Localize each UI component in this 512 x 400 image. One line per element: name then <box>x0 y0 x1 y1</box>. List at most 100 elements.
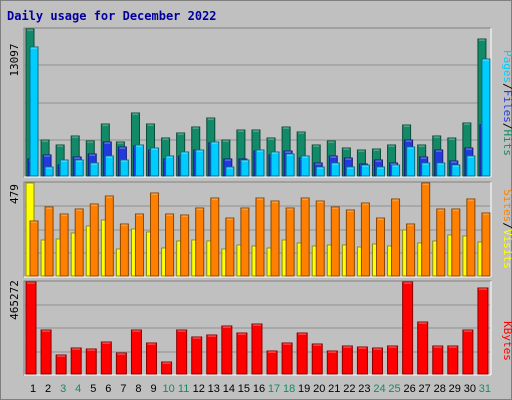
kbytes-bar <box>266 350 278 375</box>
day-label: 6 <box>105 383 111 395</box>
sites-bar <box>360 202 370 277</box>
pages-bar <box>225 166 235 177</box>
day-label: 27 <box>419 383 431 395</box>
legend-hits: Hits <box>501 130 512 157</box>
pages-bar <box>119 159 129 177</box>
pages-bar <box>74 159 84 177</box>
pages-bar <box>481 58 491 177</box>
day-label: 19 <box>298 383 310 395</box>
pages-bar <box>375 166 385 177</box>
kbytes-bar <box>477 287 489 375</box>
sites-bar <box>74 208 84 277</box>
pages-bar <box>44 166 54 177</box>
kbytes-bar <box>387 345 399 375</box>
sites-bar <box>180 214 190 277</box>
pages-bar <box>89 162 99 177</box>
sites-bar <box>315 200 325 277</box>
day-label: 25 <box>388 383 400 395</box>
pages-bar <box>300 155 310 177</box>
day-label: 10 <box>162 383 174 395</box>
kbytes-bar <box>341 345 353 375</box>
sites-bar <box>375 217 385 277</box>
sites-bar <box>451 208 461 277</box>
kbytes-bar <box>161 361 173 375</box>
day-label: 12 <box>193 383 205 395</box>
kbytes-bar <box>221 325 233 375</box>
legend-kbytes: KBytes <box>501 321 512 361</box>
pages-bar <box>421 162 431 177</box>
pages-bar <box>345 166 355 177</box>
sites-bar <box>481 212 491 277</box>
kbytes-bar <box>146 342 158 375</box>
kbytes-bar <box>70 347 82 375</box>
sites-bar <box>225 217 235 277</box>
sites-bar <box>436 208 446 277</box>
kbytes-bar <box>326 350 338 375</box>
pages-bar <box>360 164 370 177</box>
day-label: 11 <box>178 383 189 395</box>
day-label: 2 <box>45 383 51 395</box>
kbytes-bar <box>402 281 414 375</box>
hits-ymax-label: 13097 <box>8 43 21 76</box>
kbytes-bar <box>462 329 474 375</box>
legend-separator: / <box>501 123 512 130</box>
day-label: 13 <box>208 383 220 395</box>
chart-title: Daily usage for December 2022 <box>7 9 217 23</box>
kbytes-bar <box>447 345 459 375</box>
pages-bar <box>150 147 160 177</box>
day-label: 26 <box>403 383 415 395</box>
day-label: 28 <box>434 383 446 395</box>
kbytes-bar <box>356 346 368 375</box>
pages-bar <box>255 149 265 177</box>
sites-bar <box>255 197 265 277</box>
kbytes-bar <box>236 332 248 375</box>
day-label: 20 <box>313 383 325 395</box>
kbytes-bar <box>206 334 218 375</box>
sites-bar <box>104 195 114 277</box>
day-label: 17 <box>268 383 280 395</box>
legend-files: Files <box>501 90 512 123</box>
day-label: 1 <box>30 383 36 395</box>
sites-bar <box>165 213 175 277</box>
day-label: 14 <box>223 383 235 395</box>
hits-legend: Pages/Files/Hits <box>501 50 512 156</box>
pages-bar <box>195 149 205 177</box>
sites-bar <box>195 207 205 277</box>
day-label: 18 <box>283 383 295 395</box>
sites-bar <box>89 203 99 277</box>
kbytes-bar <box>417 321 429 375</box>
sites-bar <box>270 200 280 277</box>
pages-bar <box>180 151 190 177</box>
kbytes-bar <box>281 342 293 375</box>
sites-bar <box>285 207 295 277</box>
pages-bar <box>451 164 461 177</box>
kbytes-bar <box>130 329 142 375</box>
pages-bar <box>315 166 325 177</box>
sites-bar <box>391 198 401 277</box>
sites-bar <box>421 182 431 277</box>
pages-bar <box>270 151 280 177</box>
legend-sites: Sites <box>501 189 512 222</box>
kbytes-panel <box>23 280 492 376</box>
pages-bar <box>104 155 114 177</box>
pages-bar <box>285 153 295 177</box>
kbytes-bar <box>371 347 383 375</box>
pages-bar <box>391 164 401 177</box>
kbytes-bar <box>40 329 52 375</box>
kbytes-bar <box>100 341 112 375</box>
kbytes-bar <box>311 343 323 375</box>
pages-bar <box>240 159 250 177</box>
kbytes-ymax-label: 465272 <box>8 280 21 320</box>
pages-bar <box>466 155 476 177</box>
sites-bar <box>406 223 416 277</box>
kbytes-bar <box>191 336 203 375</box>
kbytes-bar <box>251 323 263 375</box>
kbytes-bar <box>432 345 444 375</box>
sites-bar <box>44 206 54 277</box>
day-label: 30 <box>464 383 476 395</box>
visits-panel <box>23 181 492 278</box>
day-label: 7 <box>120 383 126 395</box>
sites-bar <box>210 197 220 277</box>
day-label: 22 <box>343 383 355 395</box>
